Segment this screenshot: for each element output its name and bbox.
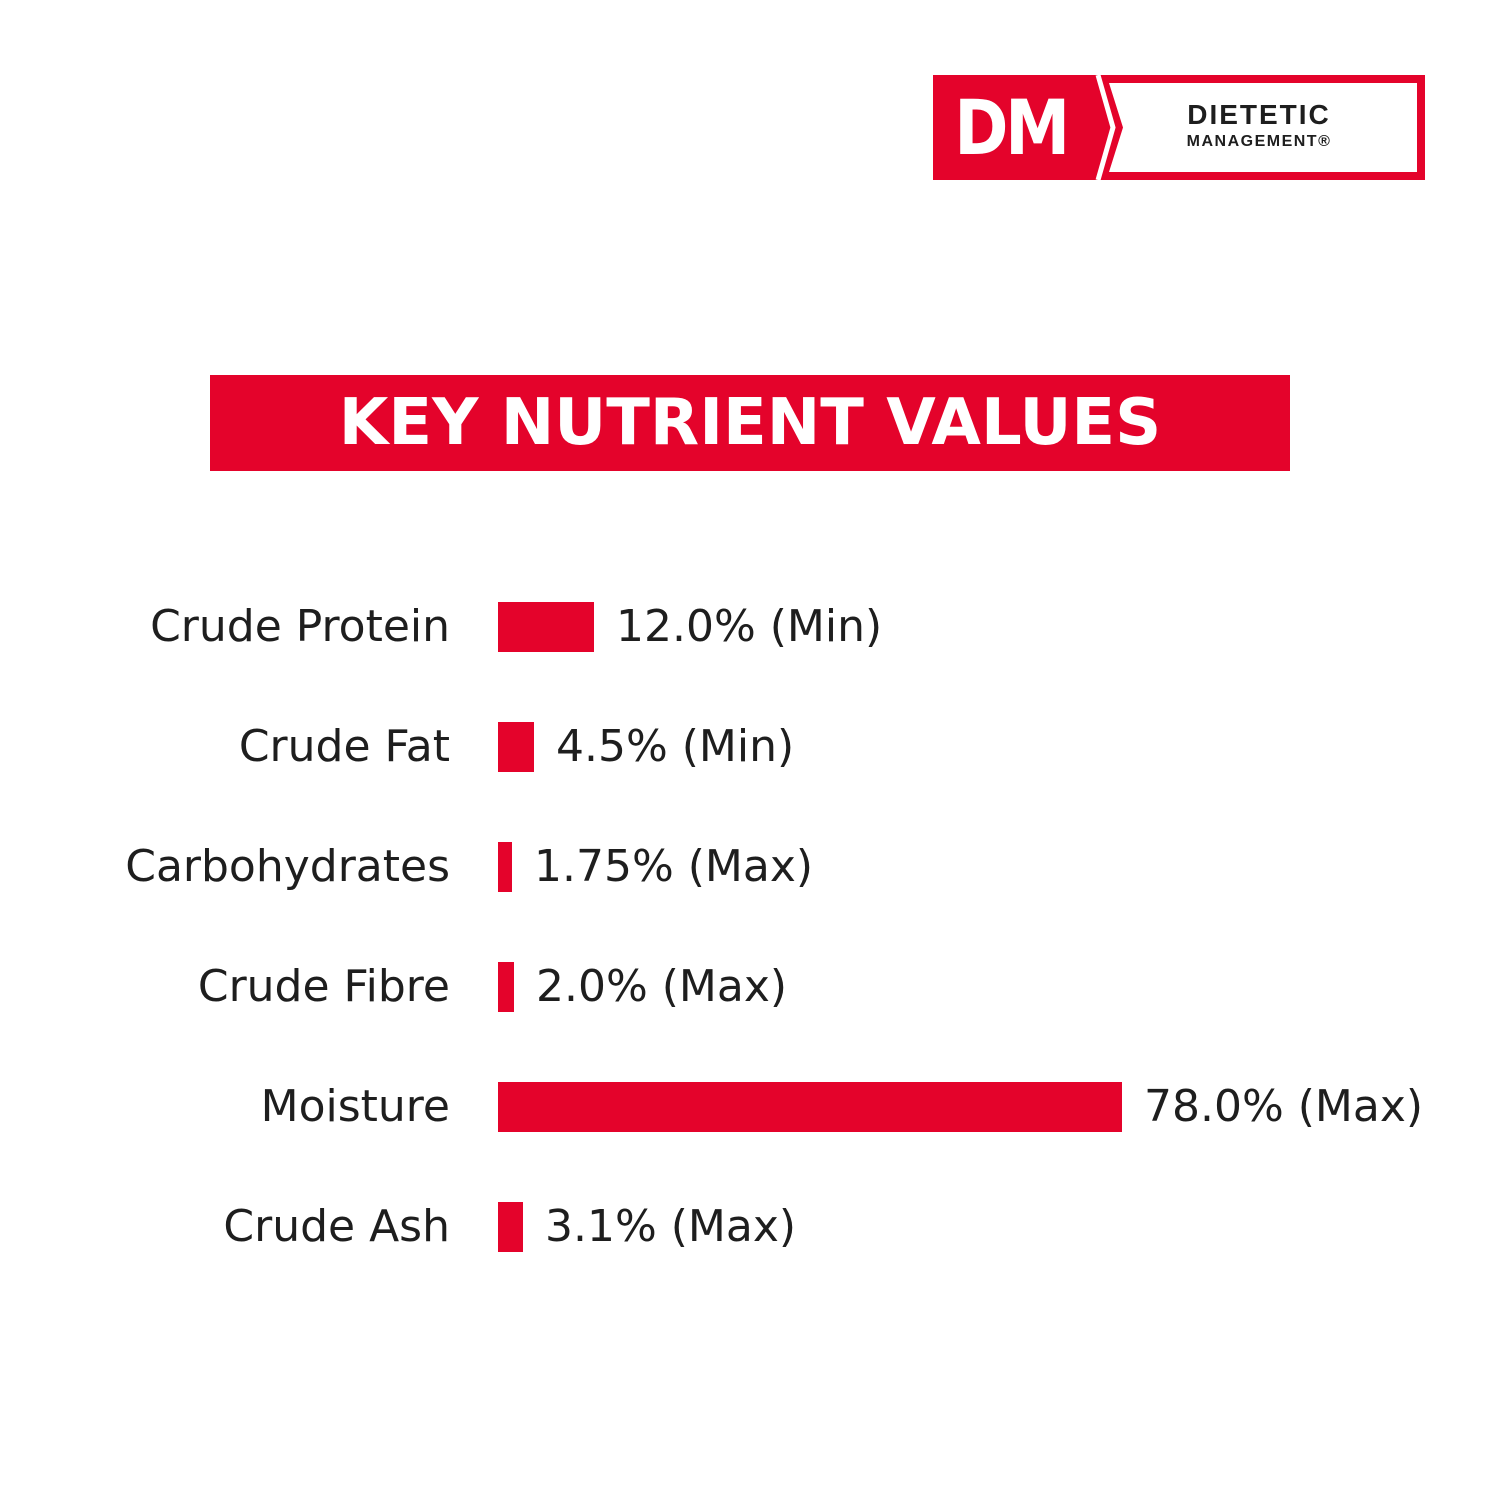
category-label: Crude Fat [238, 721, 450, 772]
bar [498, 602, 594, 652]
value-label: 2.0% (Max) [536, 961, 788, 1012]
chart-title: KEY NUTRIENT VALUES [338, 386, 1162, 460]
value-label: 78.0% (Max) [1144, 1081, 1424, 1132]
value-label: 3.1% (Max) [545, 1201, 797, 1252]
logo-line-2: MANAGEMENT® [1186, 133, 1332, 150]
logo-mark: DM [954, 83, 1070, 172]
bar [498, 722, 534, 772]
bar [498, 842, 512, 892]
brand-logo: DM DIETETIC MANAGEMENT® [933, 75, 1425, 180]
category-label: Crude Protein [150, 601, 450, 652]
category-label: Moisture [260, 1081, 450, 1132]
value-label: 1.75% (Max) [534, 841, 814, 892]
value-label: 12.0% (Min) [616, 601, 883, 652]
logo-line-1: DIETETIC [1187, 99, 1331, 130]
bar [498, 1202, 523, 1252]
category-label: Carbohydrates [125, 841, 450, 892]
category-label: Crude Fibre [197, 961, 450, 1012]
category-label: Crude Ash [223, 1201, 450, 1252]
title-banner: KEY NUTRIENT VALUES [210, 375, 1290, 471]
bar [498, 962, 514, 1012]
logo-graphic [933, 75, 1425, 180]
value-label: 4.5% (Min) [556, 721, 795, 772]
bar [498, 1082, 1122, 1132]
